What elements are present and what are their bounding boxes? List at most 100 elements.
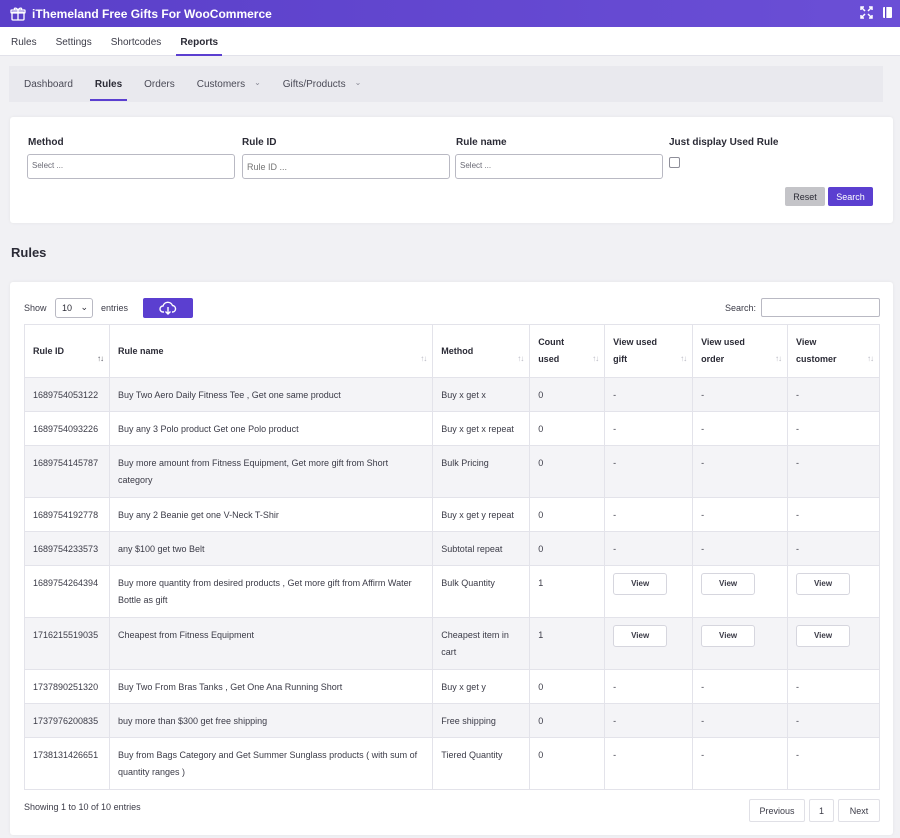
view-order-button[interactable]: View bbox=[701, 625, 756, 647]
report-sub-tabs: Dashboard Rules Orders Customers ⌄ Gifts/… bbox=[9, 66, 883, 102]
method-cell-text: Tiered Quantity bbox=[441, 750, 503, 760]
used-gift-cell: View bbox=[604, 565, 694, 618]
sort-icon: ↑↓ bbox=[420, 354, 427, 363]
tab-reports[interactable]: Reports bbox=[176, 27, 222, 56]
rule-id-cell-text: 1689754053122 bbox=[33, 390, 99, 400]
rule-id-label: Rule ID bbox=[242, 137, 277, 148]
used-order-cell: - bbox=[692, 531, 789, 566]
method-select[interactable]: Select ... bbox=[27, 154, 235, 179]
column-header-view-used-gift[interactable]: View used gift ↑↓ bbox=[604, 324, 694, 378]
rule-id-cell: 1689754192778 bbox=[24, 497, 110, 532]
column-header-rule-id[interactable]: Rule ID ↑↓ bbox=[24, 324, 110, 378]
view-order-button[interactable]: View bbox=[701, 573, 756, 595]
subtab-gifts-products[interactable]: Gifts/Products ⌄ bbox=[283, 66, 362, 102]
used-order-cell: - bbox=[692, 737, 789, 790]
subtab-orders[interactable]: Orders bbox=[144, 66, 175, 102]
subtab-label: Customers bbox=[196, 79, 246, 90]
rules-table: Rule ID ↑↓ Rule name ↑↓ Method ↑↓ Count use… bbox=[24, 324, 880, 790]
table-info: Showing 1 to 10 of 10 entries bbox=[24, 802, 141, 812]
table-row: 1737976200835 buy more than $300 get free… bbox=[24, 703, 880, 738]
used-gift-cell-text: - bbox=[613, 750, 617, 760]
column-header-method[interactable]: Method ↑↓ bbox=[432, 324, 531, 378]
customer-cell: - bbox=[787, 377, 880, 412]
used-gift-cell: - bbox=[604, 497, 694, 532]
customer-cell: - bbox=[787, 445, 880, 498]
rule-name-label: Rule name bbox=[456, 137, 507, 148]
used-order-cell-text: - bbox=[701, 750, 705, 760]
customer-cell-text: - bbox=[796, 544, 800, 554]
method-cell: Buy x get y repeat bbox=[432, 497, 531, 532]
sort-icon: ↑↓ bbox=[517, 354, 524, 363]
customer-cell: - bbox=[787, 737, 880, 790]
tab-shortcodes[interactable]: Shortcodes bbox=[110, 37, 162, 48]
column-header-view-used-order[interactable]: View used order ↑↓ bbox=[692, 324, 789, 378]
method-cell-text: Buy x get x repeat bbox=[441, 424, 514, 434]
count-used-cell: 0 bbox=[529, 703, 606, 738]
method-cell-text: Bulk Quantity bbox=[441, 578, 495, 588]
reset-button[interactable]: Reset bbox=[785, 187, 825, 206]
main-tabs: Rules Settings Shortcodes Reports bbox=[0, 27, 900, 56]
table-row: 1716215519035 Cheapest from Fitness Equip… bbox=[24, 617, 880, 670]
rule-name-select[interactable]: Select ... bbox=[455, 154, 663, 179]
rule-id-cell: 1738131426651 bbox=[24, 737, 110, 790]
search-button[interactable]: Search bbox=[828, 187, 873, 206]
used-gift-cell: - bbox=[604, 669, 694, 704]
rule-id-cell: 1689754053122 bbox=[24, 377, 110, 412]
view-gift-button[interactable]: View bbox=[613, 573, 668, 595]
count-used-cell: 0 bbox=[529, 411, 606, 446]
rule-name-cell: Buy any 2 Beanie get one V-Neck T-Shir bbox=[108, 497, 434, 532]
rule-id-cell-text: 1737976200835 bbox=[33, 716, 99, 726]
column-label: Count used bbox=[538, 337, 565, 364]
next-page-button[interactable]: Next bbox=[838, 799, 880, 822]
fullscreen-icon[interactable] bbox=[860, 6, 873, 19]
count-used-cell: 1 bbox=[529, 617, 606, 670]
rule-id-cell: 1689754264394 bbox=[24, 565, 110, 618]
table-body: 1689754053122 Buy Two Aero Daily Fitness … bbox=[24, 377, 880, 790]
table-search-label: Search: bbox=[725, 303, 757, 313]
used-gift-cell: - bbox=[604, 737, 694, 790]
page-1-button[interactable]: 1 bbox=[809, 799, 834, 822]
rule-name-cell-text: Buy from Bags Category and Get Summer Su… bbox=[117, 750, 418, 777]
previous-page-button[interactable]: Previous bbox=[749, 799, 805, 822]
used-order-cell-text: - bbox=[701, 510, 705, 520]
subtab-rules[interactable]: Rules bbox=[89, 66, 128, 102]
documentation-icon[interactable] bbox=[881, 6, 894, 19]
method-cell: Subtotal repeat bbox=[432, 531, 531, 566]
column-header-view-customer[interactable]: View customer ↑↓ bbox=[787, 324, 880, 378]
rule-name-cell: buy more than $300 get free shipping bbox=[108, 703, 434, 738]
used-gift-cell-text: - bbox=[613, 544, 617, 554]
used-order-cell: - bbox=[692, 497, 789, 532]
table-search-input[interactable] bbox=[761, 298, 880, 317]
page-length-select[interactable]: 10 ⌄ bbox=[55, 298, 93, 318]
rule-name-cell: Buy from Bags Category and Get Summer Su… bbox=[108, 737, 434, 790]
used-order-cell-text: - bbox=[701, 716, 705, 726]
subtab-dashboard[interactable]: Dashboard bbox=[24, 66, 73, 102]
method-cell: Buy x get y bbox=[432, 669, 531, 704]
used-order-cell: - bbox=[692, 703, 789, 738]
download-button[interactable] bbox=[143, 298, 193, 318]
count-used-cell-text: 1 bbox=[538, 630, 544, 640]
method-cell: Bulk Pricing bbox=[432, 445, 531, 498]
column-header-count-used[interactable]: Count used ↑↓ bbox=[529, 324, 606, 378]
subtab-label: Gifts/Products bbox=[282, 79, 346, 90]
view-gift-button[interactable]: View bbox=[613, 625, 668, 647]
app-header: iThemeland Free Gifts For WooCommerce bbox=[0, 0, 900, 27]
rule-name-cell-text: Buy any 3 Polo product Get one Polo prod… bbox=[117, 424, 299, 434]
subtab-customers[interactable]: Customers ⌄ bbox=[197, 66, 261, 102]
used-gift-cell-text: - bbox=[613, 716, 617, 726]
column-label: Rule name bbox=[117, 345, 164, 356]
used-gift-cell: View bbox=[604, 617, 694, 670]
tab-rules[interactable]: Rules bbox=[11, 37, 37, 48]
used-gift-cell: - bbox=[604, 703, 694, 738]
view-customer-button[interactable]: View bbox=[796, 625, 851, 647]
column-label: Rule ID bbox=[33, 345, 65, 356]
customer-cell: - bbox=[787, 669, 880, 704]
tab-settings[interactable]: Settings bbox=[55, 37, 92, 48]
count-used-cell-text: 0 bbox=[538, 544, 544, 554]
gift-logo-icon bbox=[8, 4, 28, 24]
subtab-label: Orders bbox=[144, 79, 175, 90]
rule-id-input[interactable] bbox=[242, 154, 450, 179]
column-header-rule-name[interactable]: Rule name ↑↓ bbox=[108, 324, 434, 378]
used-rule-checkbox[interactable] bbox=[669, 157, 680, 168]
view-customer-button[interactable]: View bbox=[796, 573, 851, 595]
